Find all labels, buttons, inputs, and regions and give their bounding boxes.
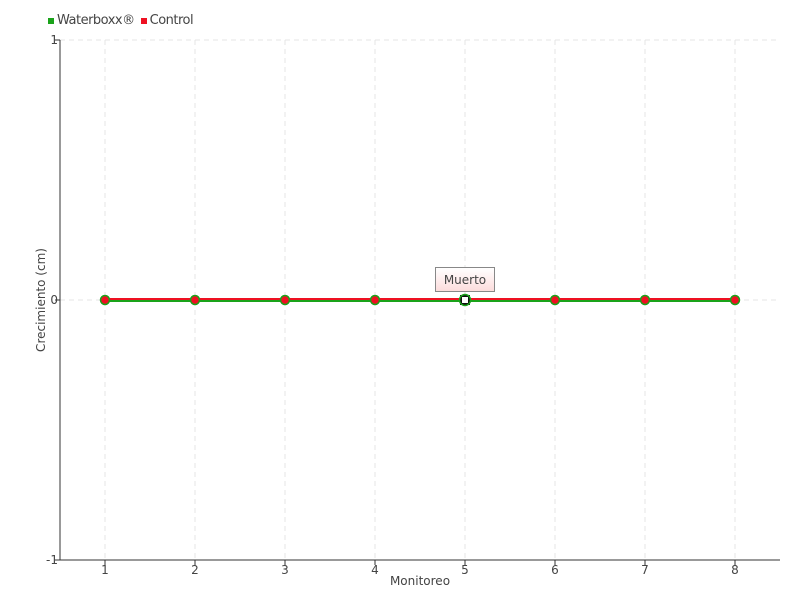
data-point: [729, 294, 741, 306]
data-point: [189, 294, 201, 306]
x-tick-label: 6: [551, 563, 559, 577]
legend-label: Waterboxx®: [57, 13, 135, 28]
data-point: [279, 294, 291, 306]
tooltip: Muerto: [435, 267, 495, 292]
x-tick-label: 8: [731, 563, 739, 577]
legend-swatch: [140, 17, 147, 24]
x-tick-label: 4: [371, 563, 379, 577]
x-tick-label: 3: [281, 563, 289, 577]
x-tick-label: 7: [641, 563, 649, 577]
data-point-highlighted: [460, 295, 470, 305]
data-point: [369, 294, 381, 306]
legend-item-waterboxx[interactable]: Waterboxx®: [48, 13, 135, 28]
x-tick-label: 5: [461, 563, 469, 577]
legend-label: Control: [149, 13, 194, 28]
legend-item-control[interactable]: Control: [140, 13, 194, 28]
data-point-outline: [458, 293, 472, 307]
y-tick-label: -1: [46, 553, 58, 567]
x-tick-label: 1: [101, 563, 109, 577]
x-axis-label: Monitoreo: [390, 574, 450, 588]
data-point: [639, 294, 651, 306]
y-axis-label: Crecimiento (cm): [34, 248, 48, 352]
y-tick-label: 1: [50, 33, 58, 47]
data-point: [549, 294, 561, 306]
legend-swatch: [48, 17, 54, 24]
y-tick-label: 0: [50, 293, 58, 307]
data-point: [99, 294, 111, 306]
x-tick-label: 2: [191, 563, 199, 577]
legend: Waterboxx® Control: [48, 13, 194, 28]
